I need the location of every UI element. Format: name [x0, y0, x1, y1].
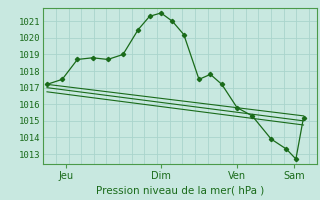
X-axis label: Pression niveau de la mer( hPa ): Pression niveau de la mer( hPa )	[96, 185, 264, 195]
